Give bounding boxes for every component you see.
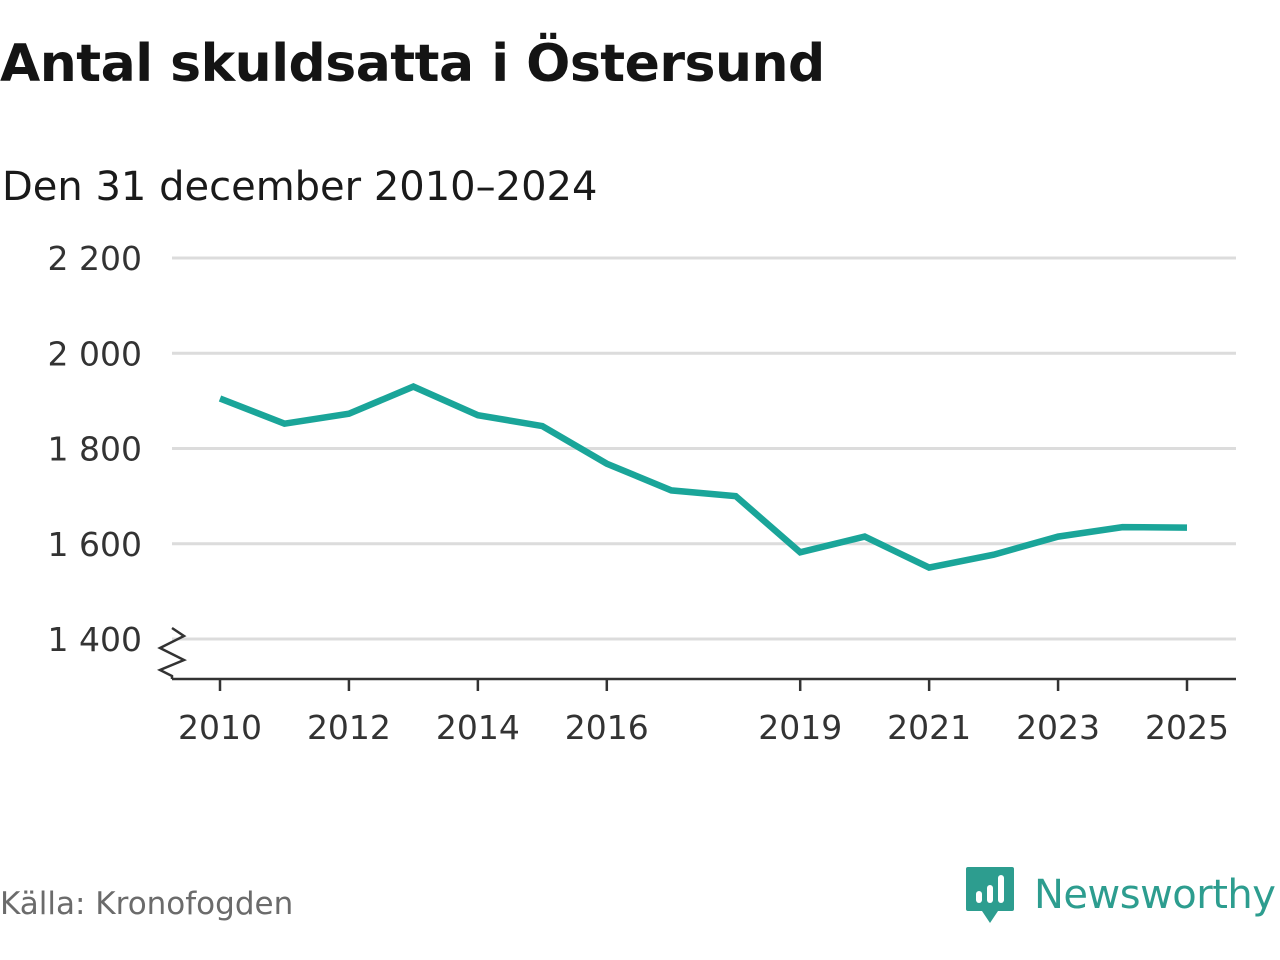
data-point [346, 411, 352, 417]
data-point [604, 461, 610, 467]
y-tick-label: 1 800 [48, 430, 142, 469]
data-point [797, 549, 803, 555]
chart-title: Antal skuldsatta i Östersund [0, 34, 825, 94]
data-point [1055, 534, 1061, 540]
y-tick-label: 1 600 [48, 525, 142, 564]
chart-subtitle: Den 31 december 2010–2024 [2, 164, 598, 210]
brand-name: Newsworthy [1034, 872, 1276, 918]
data-point [862, 534, 868, 540]
data-point [281, 421, 287, 427]
data-point [668, 487, 674, 493]
x-tick-label: 2023 [1016, 708, 1100, 747]
x-tick-label: 2016 [565, 708, 649, 747]
x-tick-label: 2025 [1145, 708, 1229, 747]
x-tick-label: 2021 [887, 708, 971, 747]
data-point [926, 565, 932, 571]
x-tick-label: 2012 [307, 708, 391, 747]
axis-break-marker [156, 626, 188, 679]
data-point [1184, 525, 1190, 531]
x-tick-label: 2010 [178, 708, 262, 747]
data-point [991, 552, 997, 558]
x-tick-labels: 2010 2012 2014 2016 2019 2021 2023 2025 [178, 708, 1229, 747]
series-line [218, 383, 1188, 572]
newsworthy-logo-icon [966, 867, 1014, 923]
y-tick-label: 2 200 [48, 239, 142, 278]
data-series [217, 383, 1190, 572]
data-point [217, 395, 223, 401]
data-point [410, 384, 416, 390]
y-tick-labels: 1 400 1 600 1 800 2 000 2 200 [48, 239, 142, 659]
y-tick-label: 2 000 [48, 334, 142, 373]
x-axis [156, 626, 1236, 691]
data-point [1120, 524, 1126, 530]
data-point [539, 423, 545, 429]
source-note: Källa: Kronofogden [0, 886, 294, 922]
y-tick-label: 1 400 [48, 620, 142, 659]
data-point [733, 493, 739, 499]
x-tick-label: 2014 [436, 708, 520, 747]
gridlines [172, 256, 1236, 641]
x-tick-label: 2019 [758, 708, 842, 747]
data-point [475, 412, 481, 418]
brand-logo[interactable]: Newsworthy [964, 865, 1276, 925]
